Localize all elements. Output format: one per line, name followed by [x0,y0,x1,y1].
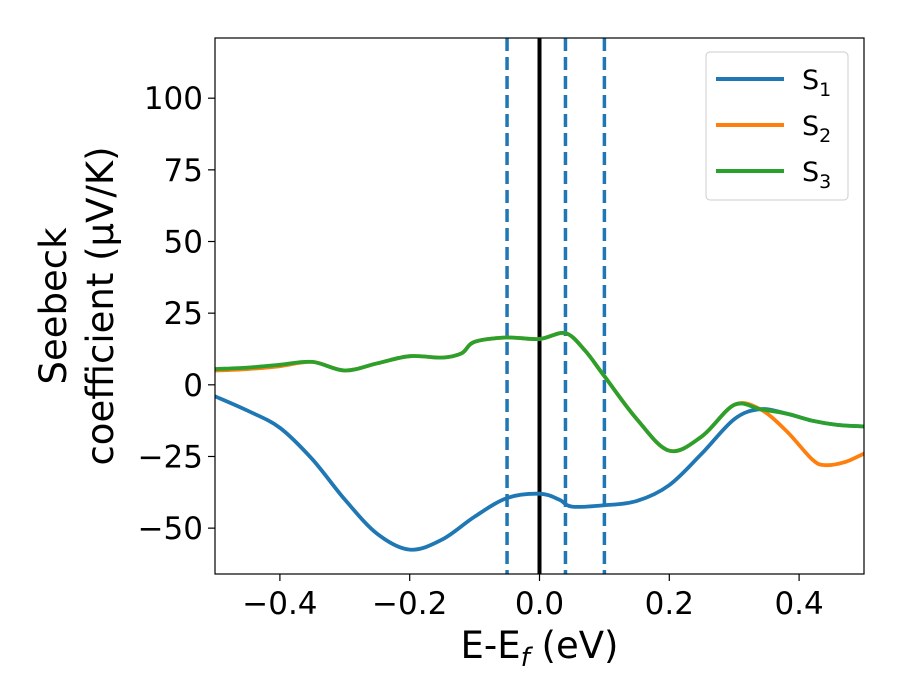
legend: S1 S2 S3 [705,51,849,201]
x-tick-label: −0.4 [242,586,317,622]
x-tick-label: 0.0 [515,586,564,622]
x-tick-label: 0.4 [774,586,823,622]
x-axis-label: E-Ef (eV) [461,624,619,673]
y-axis-label-line1: Seebeck [32,227,75,385]
reference-lines [505,38,607,574]
x-axis-label-unit: (eV) [530,624,619,667]
legend-label-s1: S1 [802,65,831,101]
x-axis-ticks: −0.4 −0.2 0.0 0.2 0.4 [242,574,824,622]
x-tick-label: 0.2 [645,586,694,622]
y-tick-label: 0 [183,368,203,404]
x-tick-label: −0.2 [372,586,447,622]
y-tick-label: 50 [164,225,203,261]
y-tick-label: −50 [138,511,203,547]
y-tick-label: 75 [164,153,203,189]
y-axis-label: Seebeck coefficient (μV/K) [32,146,122,465]
legend-label-s3: S3 [802,157,831,193]
x-axis-label-base: E-E [461,624,521,667]
legend-label-s2: S2 [802,111,831,147]
y-axis-ticks: −50 −25 0 25 50 75 100 [138,81,215,547]
y-tick-label: 100 [144,81,203,117]
series-line-s3 [215,330,864,454]
series-lines [215,330,864,552]
y-tick-label: 25 [164,296,203,332]
y-axis-label-line2: coefficient (μV/K) [79,146,122,465]
y-tick-label: −25 [138,439,203,475]
